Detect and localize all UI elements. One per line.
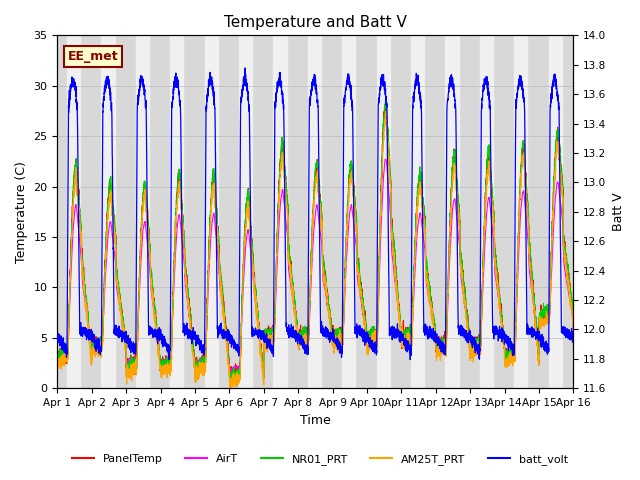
- Bar: [342, 36, 355, 388]
- Bar: [136, 36, 149, 388]
- Bar: [515, 36, 527, 388]
- Bar: [411, 36, 424, 388]
- Bar: [480, 36, 493, 388]
- Bar: [239, 36, 252, 388]
- Bar: [102, 36, 115, 388]
- Title: Temperature and Batt V: Temperature and Batt V: [224, 15, 407, 30]
- Text: EE_met: EE_met: [68, 50, 118, 63]
- Legend: PanelTemp, AirT, NR01_PRT, AM25T_PRT, batt_volt: PanelTemp, AirT, NR01_PRT, AM25T_PRT, ba…: [68, 450, 572, 469]
- Y-axis label: Batt V: Batt V: [612, 192, 625, 231]
- Y-axis label: Temperature (C): Temperature (C): [15, 161, 28, 263]
- Bar: [170, 36, 183, 388]
- Bar: [377, 36, 390, 388]
- Bar: [67, 36, 80, 388]
- Bar: [308, 36, 321, 388]
- Bar: [445, 36, 459, 388]
- Bar: [205, 36, 218, 388]
- Bar: [548, 36, 562, 388]
- X-axis label: Time: Time: [300, 414, 331, 427]
- Bar: [273, 36, 287, 388]
